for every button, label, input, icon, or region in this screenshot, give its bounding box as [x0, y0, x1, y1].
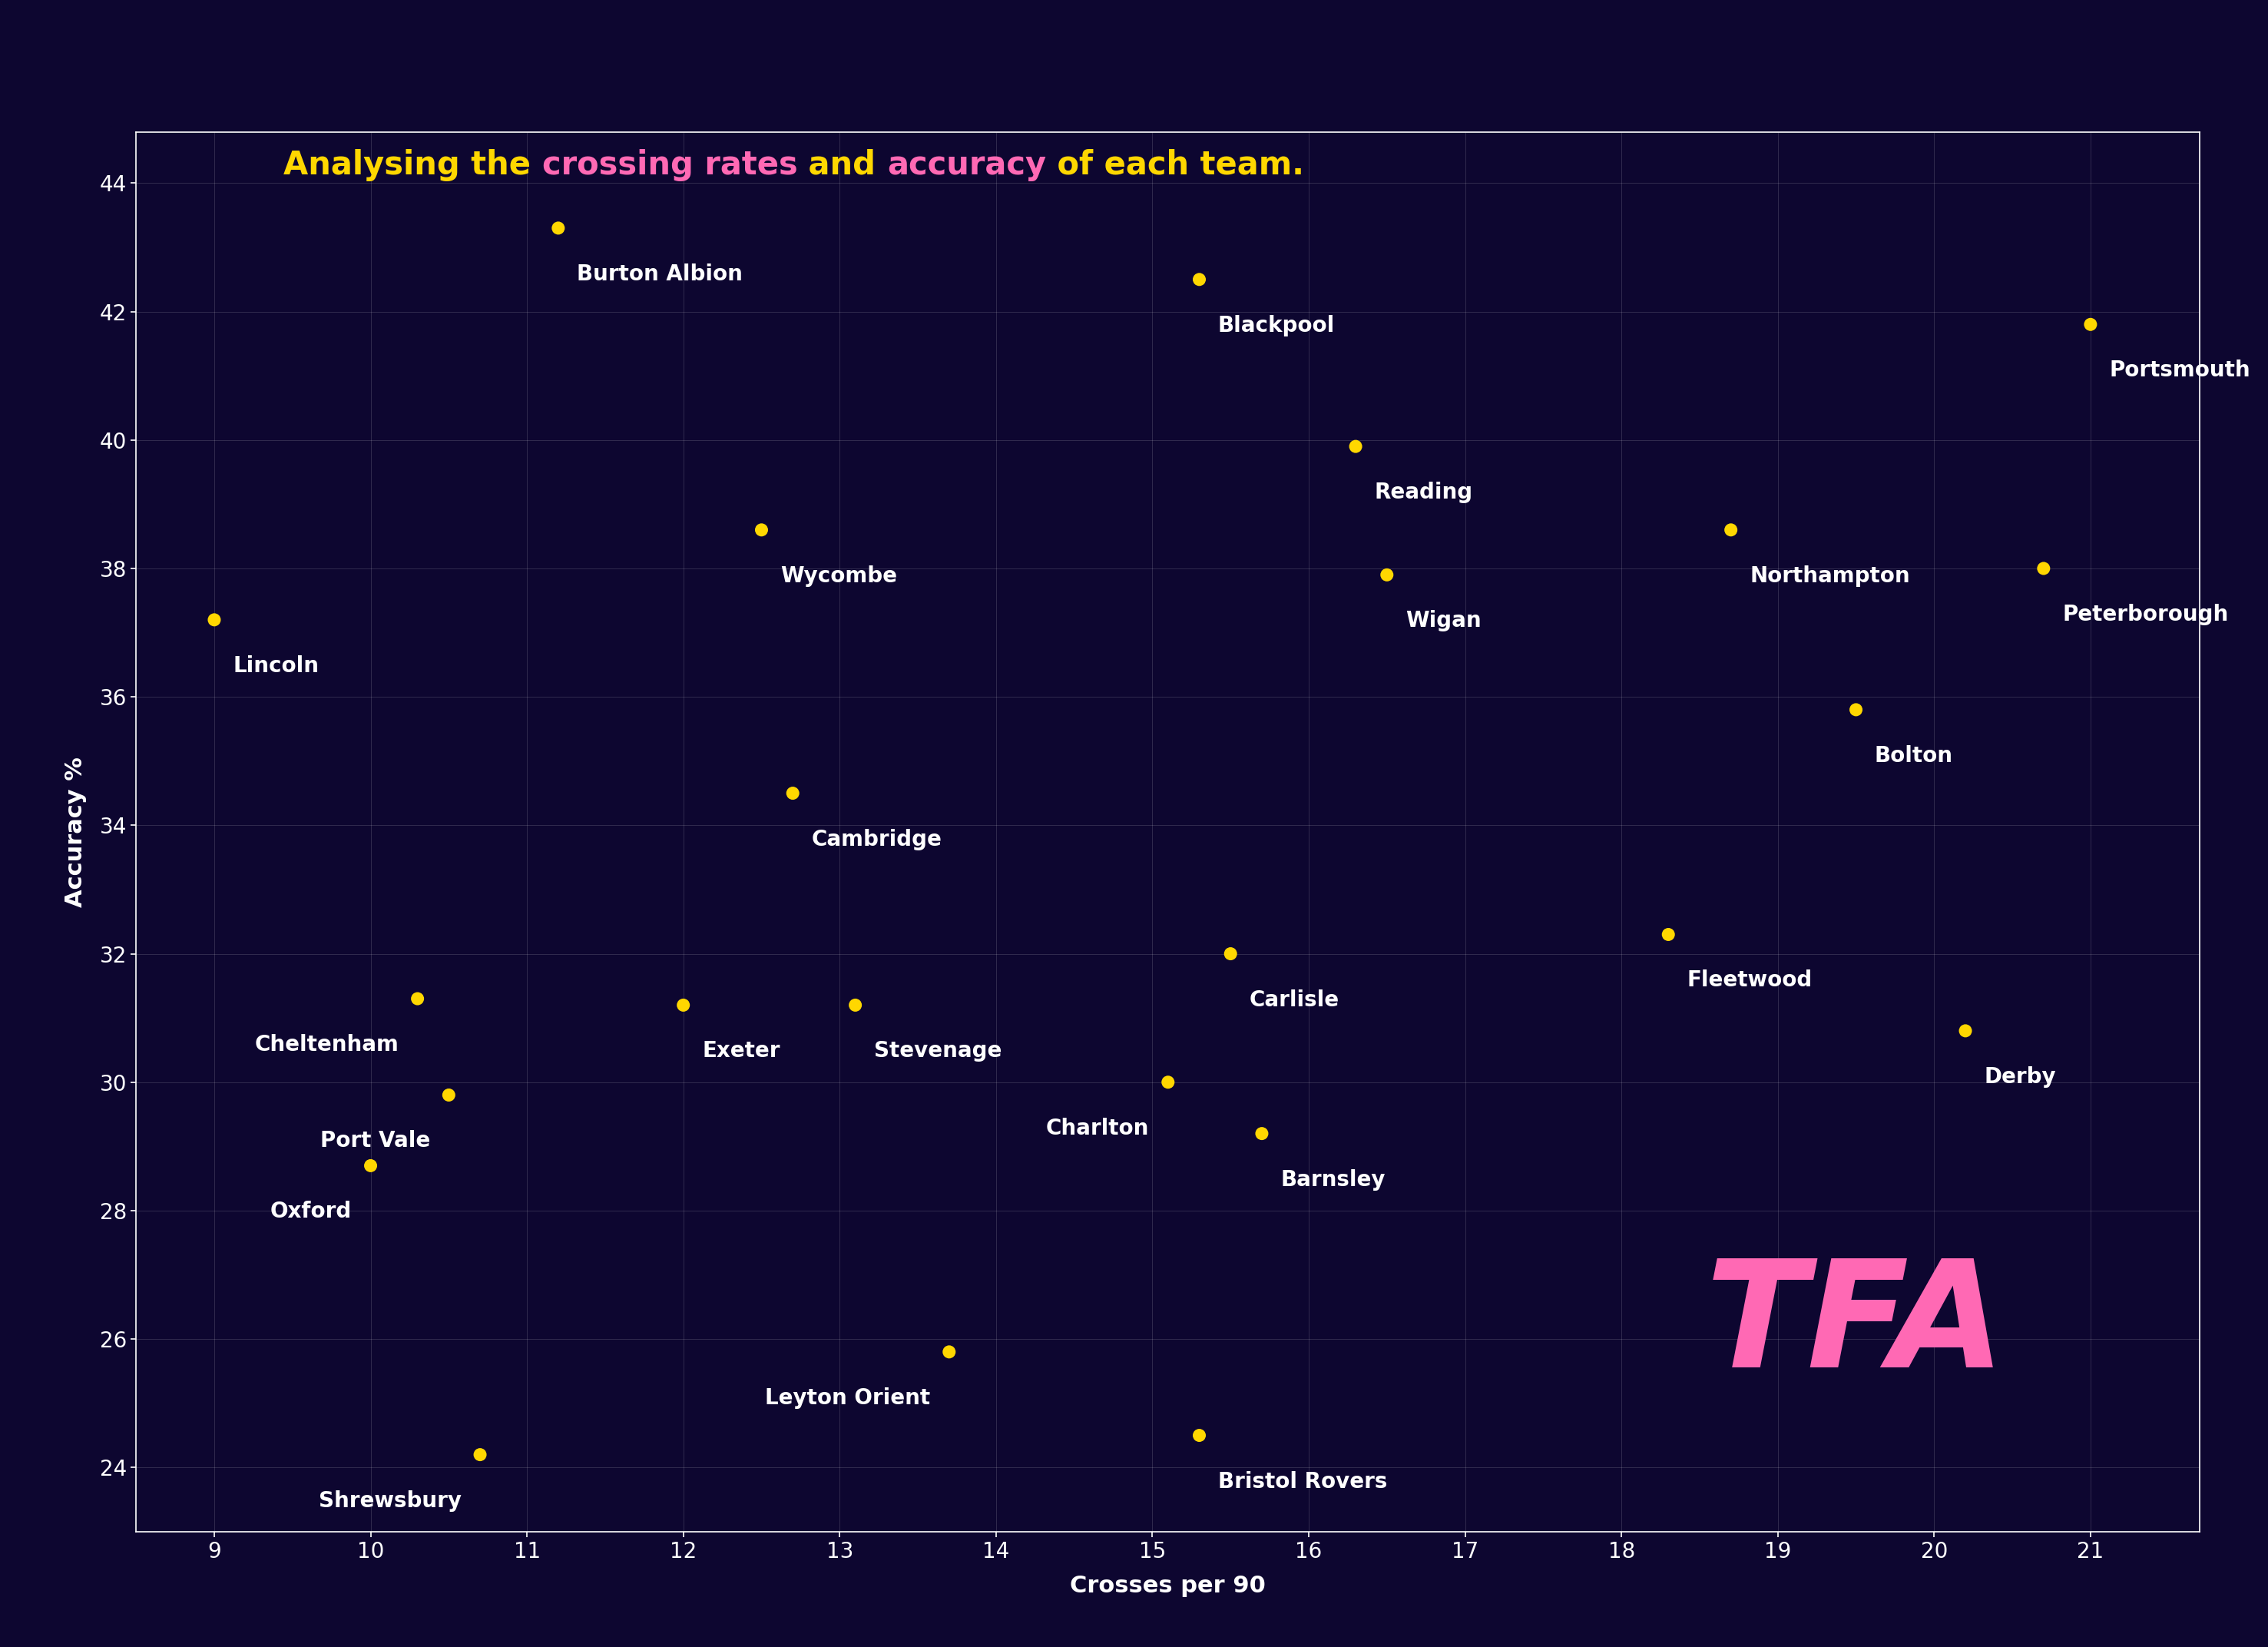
Point [1370, 562, 1406, 588]
Point [540, 214, 576, 240]
Point [1712, 517, 1749, 544]
Text: TFA: TFA [1706, 1253, 2007, 1398]
Text: of each team.: of each team. [1046, 148, 1304, 181]
Text: accuracy: accuracy [887, 148, 1046, 181]
Text: Shrewsbury: Shrewsbury [318, 1491, 460, 1512]
Point [930, 1339, 966, 1365]
Text: Reading: Reading [1374, 483, 1472, 504]
Text: Portsmouth: Portsmouth [2109, 359, 2250, 380]
Text: and: and [798, 148, 887, 181]
Text: Oxford: Oxford [270, 1201, 352, 1222]
Point [1213, 940, 1250, 967]
Point [1182, 267, 1218, 293]
Text: Exeter: Exeter [703, 1041, 780, 1062]
Point [1338, 433, 1374, 460]
Point [744, 517, 780, 544]
Point [2073, 311, 2109, 338]
Point [1948, 1018, 1984, 1044]
Text: Cheltenham: Cheltenham [254, 1034, 399, 1056]
Text: Northampton: Northampton [1749, 565, 1910, 586]
Text: Derby: Derby [1984, 1066, 2057, 1087]
Point [1150, 1069, 1186, 1095]
Point [2025, 555, 2062, 581]
Text: Lincoln: Lincoln [234, 656, 320, 677]
Point [1243, 1120, 1279, 1146]
Point [399, 985, 435, 1011]
Point [352, 1153, 388, 1179]
Point [431, 1082, 467, 1108]
Point [665, 991, 701, 1018]
Text: Carlisle: Carlisle [1250, 990, 1340, 1011]
Point [1182, 1423, 1218, 1449]
Text: Burton Albion: Burton Albion [576, 264, 744, 285]
Text: Analysing the: Analysing the [284, 148, 542, 181]
Text: Cambridge: Cambridge [812, 828, 941, 850]
Y-axis label: Accuracy %: Accuracy % [66, 756, 86, 907]
X-axis label: Crosses per 90: Crosses per 90 [1070, 1575, 1266, 1598]
Text: Wigan: Wigan [1406, 609, 1481, 632]
Point [463, 1441, 499, 1467]
Text: Bristol Rovers: Bristol Rovers [1218, 1471, 1388, 1492]
Text: Peterborough: Peterborough [2062, 604, 2229, 626]
Text: Barnsley: Barnsley [1281, 1169, 1386, 1191]
Point [837, 991, 873, 1018]
Text: Charlton: Charlton [1046, 1118, 1150, 1140]
Text: Port Vale: Port Vale [320, 1130, 431, 1151]
Text: Wycombe: Wycombe [780, 565, 898, 586]
Point [776, 781, 812, 807]
Point [195, 606, 231, 632]
Text: Bolton: Bolton [1876, 744, 1953, 766]
Point [1651, 921, 1687, 947]
Text: crossing rates: crossing rates [542, 148, 798, 181]
Text: Stevenage: Stevenage [873, 1041, 1002, 1062]
Text: Fleetwood: Fleetwood [1687, 970, 1812, 991]
Text: Blackpool: Blackpool [1218, 315, 1336, 336]
Text: Leyton Orient: Leyton Orient [764, 1387, 930, 1408]
Point [1837, 697, 1873, 723]
